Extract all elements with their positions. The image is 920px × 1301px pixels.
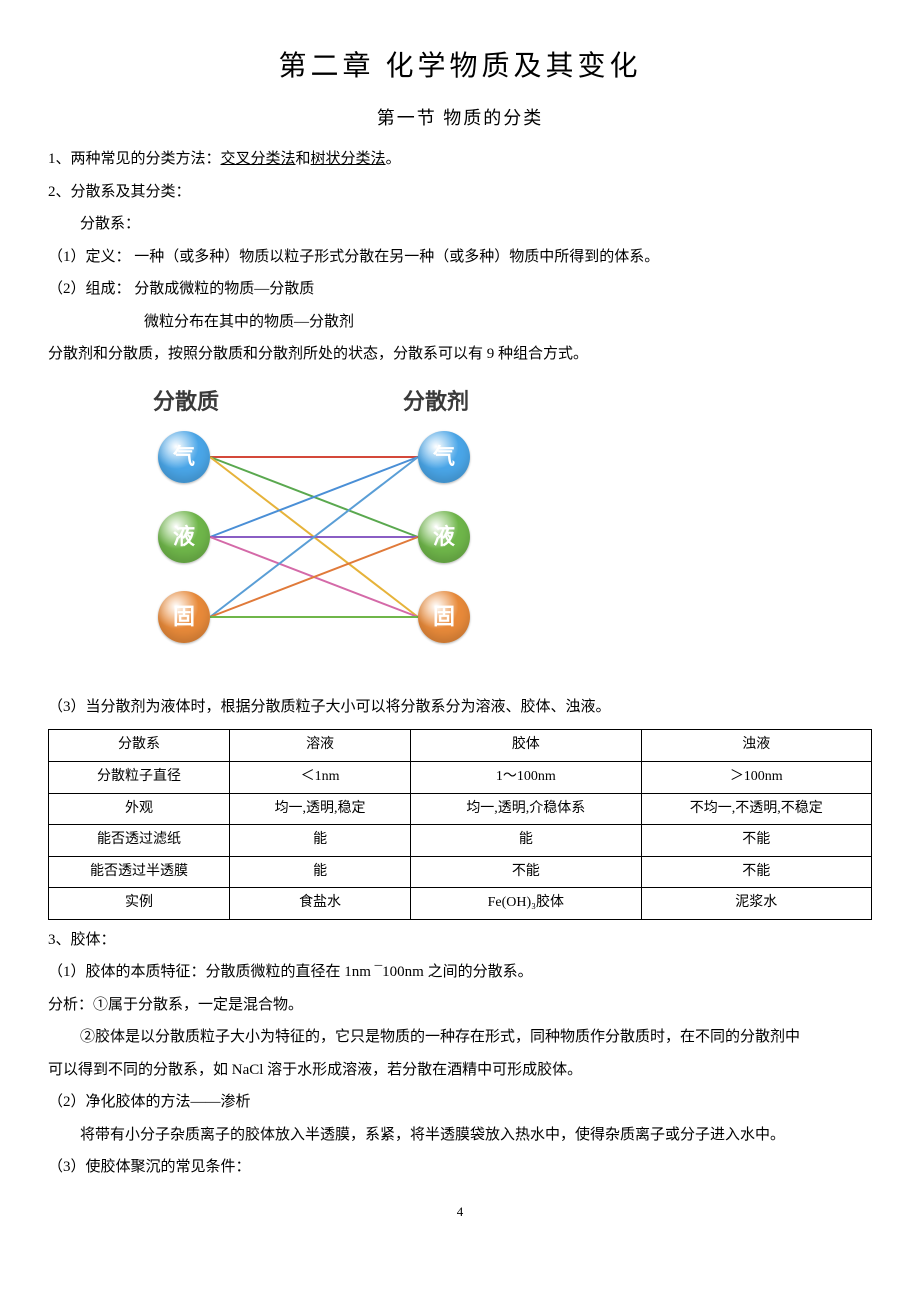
node-right-solid: 固 (418, 591, 470, 643)
table-cell: 能 (411, 825, 641, 857)
table-cell: 能 (230, 856, 411, 888)
table-cell: 溶液 (230, 730, 411, 762)
node-right-liquid: 液 (418, 511, 470, 563)
table-row: 外观均一,透明,稳定均一,透明,介稳体系不均一,不透明,不稳定 (49, 793, 872, 825)
table-cell: 实例 (49, 888, 230, 920)
l1a: 1、两种常见的分类方法： (48, 151, 221, 167)
table-cell: 不能 (411, 856, 641, 888)
table-cell: ＞100nm (641, 761, 871, 793)
line-4: （1）定义： 一种（或多种）物质以粒子形式分散在另一种（或多种）物质中所得到的体… (48, 243, 872, 272)
line-13: 可以得到不同的分散系，如 NaCl 溶于水形成溶液，若分散在酒精中可形成胶体。 (48, 1056, 872, 1085)
line-12: ②胶体是以分散质粒子大小为特征的，它只是物质的一种存在形式，同种物质作分散质时，… (80, 1023, 872, 1052)
table-cell: 泥浆水 (641, 888, 871, 920)
table-cell: 浊液 (641, 730, 871, 762)
table-cell: 能 (230, 825, 411, 857)
line-9: 3、胶体： (48, 926, 872, 955)
line-6: 微粒分布在其中的物质—分散剂 (144, 308, 872, 337)
l1e: 。 (386, 151, 401, 167)
line-10: （1）胶体的本质特征：分散质微粒的直径在 1nm ¯100nm 之间的分散系。 (48, 958, 872, 987)
table-cell: ＜1nm (230, 761, 411, 793)
table-row: 能否透过半透膜能不能不能 (49, 856, 872, 888)
table-cell: 分散粒子直径 (49, 761, 230, 793)
node-left-liquid: 液 (158, 511, 210, 563)
table-cell: 不能 (641, 856, 871, 888)
node-right-gas: 气 (418, 431, 470, 483)
l1b-underline: 交叉分类法 (221, 151, 296, 167)
table-cell: 均一,透明,稳定 (230, 793, 411, 825)
l1c: 和 (296, 151, 311, 167)
table-row: 能否透过滤纸能能不能 (49, 825, 872, 857)
chapter-title: 第二章 化学物质及其变化 (48, 40, 872, 93)
line-1: 1、两种常见的分类方法：交叉分类法和树状分类法。 (48, 145, 872, 174)
line-16: （3）使胶体聚沉的常见条件： (48, 1153, 872, 1182)
page-number: 4 (48, 1200, 872, 1225)
table-row: 实例食盐水Fe(OH)₃胶体泥浆水 (49, 888, 872, 920)
node-left-gas: 气 (158, 431, 210, 483)
dispersion-table: 分散系溶液胶体浊液分散粒子直径＜1nm1～100nm＞100nm外观均一,透明,… (48, 729, 872, 920)
line-8: （3）当分散剂为液体时，根据分散质粒子大小可以将分散系分为溶液、胶体、浊液。 (48, 693, 872, 722)
dispersion-diagram: 分散质 分散剂 气液固气液固 (128, 381, 528, 681)
table-cell: 分散系 (49, 730, 230, 762)
l1d-underline: 树状分类法 (311, 151, 386, 167)
line-2: 2、分散系及其分类： (48, 178, 872, 207)
table-cell: 均一,透明,介稳体系 (411, 793, 641, 825)
table-cell: 1～100nm (411, 761, 641, 793)
table-row: 分散系溶液胶体浊液 (49, 730, 872, 762)
node-left-solid: 固 (158, 591, 210, 643)
table-cell: Fe(OH)₃胶体 (411, 888, 641, 920)
line-5: （2）组成： 分散成微粒的物质—分散质 (48, 275, 872, 304)
table-row: 分散粒子直径＜1nm1～100nm＞100nm (49, 761, 872, 793)
line-15: 将带有小分子杂质离子的胶体放入半透膜，系紧，将半透膜袋放入热水中，使得杂质离子或… (80, 1121, 872, 1150)
table-cell: 不能 (641, 825, 871, 857)
table-cell: 能否透过半透膜 (49, 856, 230, 888)
table-cell: 外观 (49, 793, 230, 825)
line-3: 分散系： (80, 210, 872, 239)
table-cell: 胶体 (411, 730, 641, 762)
table-cell: 不均一,不透明,不稳定 (641, 793, 871, 825)
line-14: （2）净化胶体的方法——渗析 (48, 1088, 872, 1117)
line-7: 分散剂和分散质，按照分散质和分散剂所处的状态，分散系可以有 9 种组合方式。 (48, 340, 872, 369)
table-cell: 食盐水 (230, 888, 411, 920)
line-11: 分析：①属于分散系，一定是混合物。 (48, 991, 872, 1020)
section-title: 第一节 物质的分类 (48, 101, 872, 135)
table-cell: 能否透过滤纸 (49, 825, 230, 857)
